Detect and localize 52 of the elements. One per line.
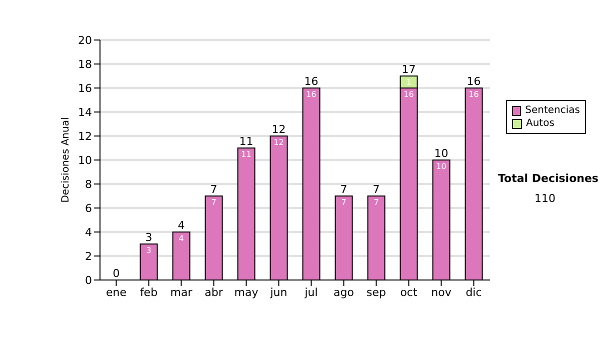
total-label: 7 <box>340 183 348 196</box>
x-tick-label: mar <box>170 286 193 299</box>
total-label: 0 <box>112 267 120 280</box>
data-label: 11 <box>241 150 252 159</box>
total-label: 17 <box>402 63 416 76</box>
x-tick-label: abr <box>204 286 224 299</box>
y-tick-label: 16 <box>78 82 92 95</box>
x-tick-label: nov <box>431 286 452 299</box>
data-label: 7 <box>341 198 346 207</box>
text: Total Decisiones <box>498 172 598 185</box>
data-label: 16 <box>404 90 414 99</box>
legend-label: Autos <box>526 117 554 130</box>
total-label: 7 <box>210 183 218 196</box>
y-tick-label: 6 <box>85 202 92 215</box>
data-label: 10 <box>436 162 446 171</box>
total-label: 11 <box>239 135 254 148</box>
text: 110 <box>534 192 556 205</box>
y-tick-label: 18 <box>78 58 92 71</box>
y-tick-label: 4 <box>85 226 92 239</box>
data-label: 7 <box>211 198 216 207</box>
data-label: 7 <box>374 198 379 207</box>
total-label: 3 <box>145 231 152 244</box>
y-tick-label: 10 <box>78 154 92 167</box>
total-label: 16 <box>466 75 481 88</box>
x-tick-label: oct <box>400 286 418 299</box>
data-label: 1 <box>406 78 412 87</box>
y-tick-label: 20 <box>78 34 92 47</box>
x-tick-label: jul <box>304 286 318 299</box>
data-label: 16 <box>468 90 479 99</box>
y-tick-label: 12 <box>78 130 92 143</box>
y-tick-label: 2 <box>85 250 92 263</box>
x-tick-label: ago <box>334 286 354 299</box>
x-tick-label: ene <box>106 286 127 299</box>
x-tick-label: sep <box>366 286 386 299</box>
y-tick-label: 8 <box>85 178 92 191</box>
total-label: 7 <box>372 183 380 196</box>
x-tick-label: dic <box>466 286 482 299</box>
legend-label: Sentencias <box>525 104 580 117</box>
y-tick-label: 0 <box>85 274 92 287</box>
data-label: 12 <box>274 138 284 147</box>
x-tick-label: feb <box>140 286 158 299</box>
data-label: 16 <box>306 90 316 99</box>
data-label: 4 <box>178 234 184 243</box>
y-tick-label: 14 <box>78 106 92 119</box>
total-label: 12 <box>272 123 286 136</box>
total-label: 16 <box>304 75 318 88</box>
total-label: 10 <box>434 147 448 160</box>
x-tick-label: jun <box>269 286 288 299</box>
y-axis-title: Decisiones Anual <box>60 117 72 203</box>
data-label: 3 <box>146 246 152 255</box>
x-tick-label: may <box>234 286 259 299</box>
total-label: 4 <box>178 219 185 232</box>
